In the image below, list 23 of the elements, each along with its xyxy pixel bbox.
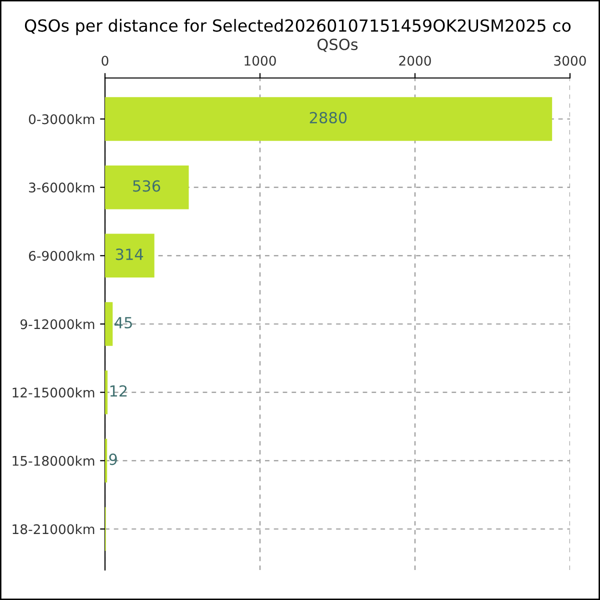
data-label: 2880	[310, 112, 347, 124]
chart-title: QSOs per distance for Selected20260107151459OK2USM2025 co	[24, 18, 571, 36]
bar	[105, 165, 189, 210]
y-tick-label: 15-18000km	[12, 456, 94, 466]
bar	[105, 302, 113, 346]
x-tick-label: 0	[102, 56, 108, 66]
y-tick-label: 12-15000km	[12, 387, 94, 398]
x-tick-label: 2000	[399, 56, 431, 66]
data-label: 12	[110, 385, 127, 397]
y-tick-label: 3-6000km	[29, 182, 94, 193]
x-tick-label: 3000	[554, 56, 586, 66]
data-label: 536	[133, 180, 160, 192]
x-axis-title: QSOs	[318, 38, 358, 52]
data-label: 45	[114, 317, 132, 328]
data-label: 9	[109, 454, 117, 466]
data-label: 314	[116, 248, 144, 260]
bar	[105, 234, 154, 278]
bar	[105, 97, 552, 141]
x-tick-label: 1000	[244, 56, 276, 66]
y-tick-label: 6-9000km	[28, 250, 94, 261]
y-tick-label: 18-21000km	[12, 524, 94, 534]
y-tick-label: 9-12000km	[20, 318, 94, 330]
y-tick-label: 0-3000km	[28, 114, 94, 124]
